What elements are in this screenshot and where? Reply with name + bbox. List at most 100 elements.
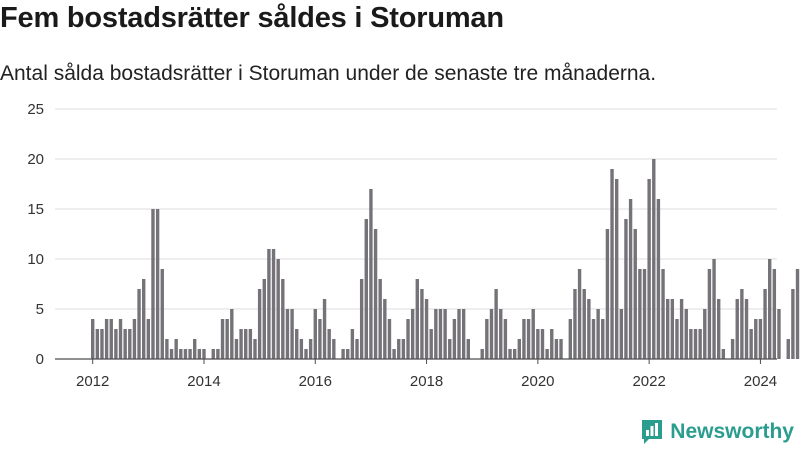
- bar: [169, 349, 174, 359]
- bar: [369, 189, 373, 359]
- bar: [619, 309, 624, 359]
- bar: [109, 319, 113, 359]
- bar: [587, 299, 591, 359]
- bar: [151, 209, 155, 359]
- bar: [415, 279, 419, 359]
- bar: [155, 209, 160, 359]
- bar: [656, 199, 661, 359]
- bar: [132, 319, 137, 359]
- bar: [197, 349, 202, 359]
- y-axis: 0 5 10 15 20 25: [27, 101, 44, 368]
- bar: [642, 269, 647, 359]
- bar: [188, 349, 192, 359]
- bar: [271, 249, 276, 359]
- bar: [424, 299, 429, 359]
- bar: [406, 319, 410, 359]
- y-tick-label: 15: [27, 201, 44, 218]
- bar: [267, 249, 271, 359]
- bar: [614, 179, 619, 359]
- bar: [480, 349, 484, 359]
- bar: [193, 339, 197, 359]
- bar: [675, 319, 679, 359]
- bar: [262, 279, 266, 359]
- bar: [183, 349, 188, 359]
- bar: [100, 329, 104, 359]
- bar: [118, 319, 123, 359]
- bar: [285, 309, 290, 359]
- x-tick-label: 2012: [76, 373, 109, 390]
- bar: [670, 299, 675, 359]
- x-tick-label: 2022: [632, 373, 665, 390]
- bar: [91, 319, 95, 359]
- y-tick-label: 20: [27, 151, 44, 168]
- bar: [596, 309, 600, 359]
- bar: [239, 329, 243, 359]
- bar: [95, 329, 100, 359]
- bar: [202, 349, 206, 359]
- bar: [665, 299, 670, 359]
- bar: [485, 319, 489, 359]
- bar: [373, 229, 378, 359]
- bar: [332, 339, 336, 359]
- bar: [299, 339, 304, 359]
- bar: [392, 349, 396, 359]
- bar: [137, 289, 141, 359]
- y-tick-label: 5: [36, 301, 44, 318]
- bar: [638, 269, 642, 359]
- y-tick-label: 0: [36, 351, 44, 368]
- bar: [712, 259, 716, 359]
- bar: [763, 289, 767, 359]
- bar: [605, 229, 610, 359]
- bar: [387, 319, 392, 359]
- bar: [220, 319, 225, 359]
- bar: [211, 349, 215, 359]
- bar: [716, 299, 721, 359]
- bar: [104, 319, 109, 359]
- bar: [443, 309, 447, 359]
- newsworthy-logo-icon: [642, 420, 663, 444]
- bar: [550, 329, 554, 359]
- bar: [438, 309, 443, 359]
- bar: [582, 289, 586, 359]
- bar: [703, 309, 707, 359]
- brand: Newsworthy: [640, 419, 794, 445]
- bar: [359, 279, 364, 359]
- bar: [327, 329, 331, 359]
- bar: [652, 159, 656, 359]
- bar: [684, 309, 688, 359]
- bar-chart: 0 5 10 15 20 25 2012 2014 2016 2018 2020 2022 2024 2…: [27, 101, 800, 390]
- bar: [225, 319, 229, 359]
- bar: [234, 339, 239, 359]
- bar: [698, 329, 702, 359]
- bar: [322, 299, 327, 359]
- bar: [633, 229, 637, 359]
- bar: [461, 309, 466, 359]
- bar: [160, 269, 164, 359]
- bar: [383, 299, 387, 359]
- bar: [503, 319, 508, 359]
- bar: [174, 339, 178, 359]
- bar: [768, 259, 772, 359]
- bar: [318, 319, 322, 359]
- bar: [661, 269, 665, 359]
- chart-subtitle: Antal sålda bostadsrätter i Storuman und…: [0, 62, 657, 85]
- x-tick-label: 2018: [410, 373, 443, 390]
- bar: [281, 279, 285, 359]
- x-tick-label: 2014: [187, 373, 220, 390]
- bar: [466, 339, 470, 359]
- bar: [489, 309, 494, 359]
- bar: [313, 309, 317, 359]
- bar: [304, 349, 308, 359]
- bar: [341, 349, 345, 359]
- brand-name: Newsworthy: [670, 420, 794, 443]
- bar: [420, 289, 424, 359]
- bar: [378, 279, 382, 359]
- bar: [628, 199, 633, 359]
- x-axis: 20122014201620182020202220242026: [55, 358, 777, 390]
- bar: [573, 289, 577, 359]
- bar: [786, 339, 790, 359]
- bar: [624, 219, 628, 359]
- bar: [434, 309, 438, 359]
- bar: [508, 349, 512, 359]
- x-tick-label: 2024: [744, 373, 777, 390]
